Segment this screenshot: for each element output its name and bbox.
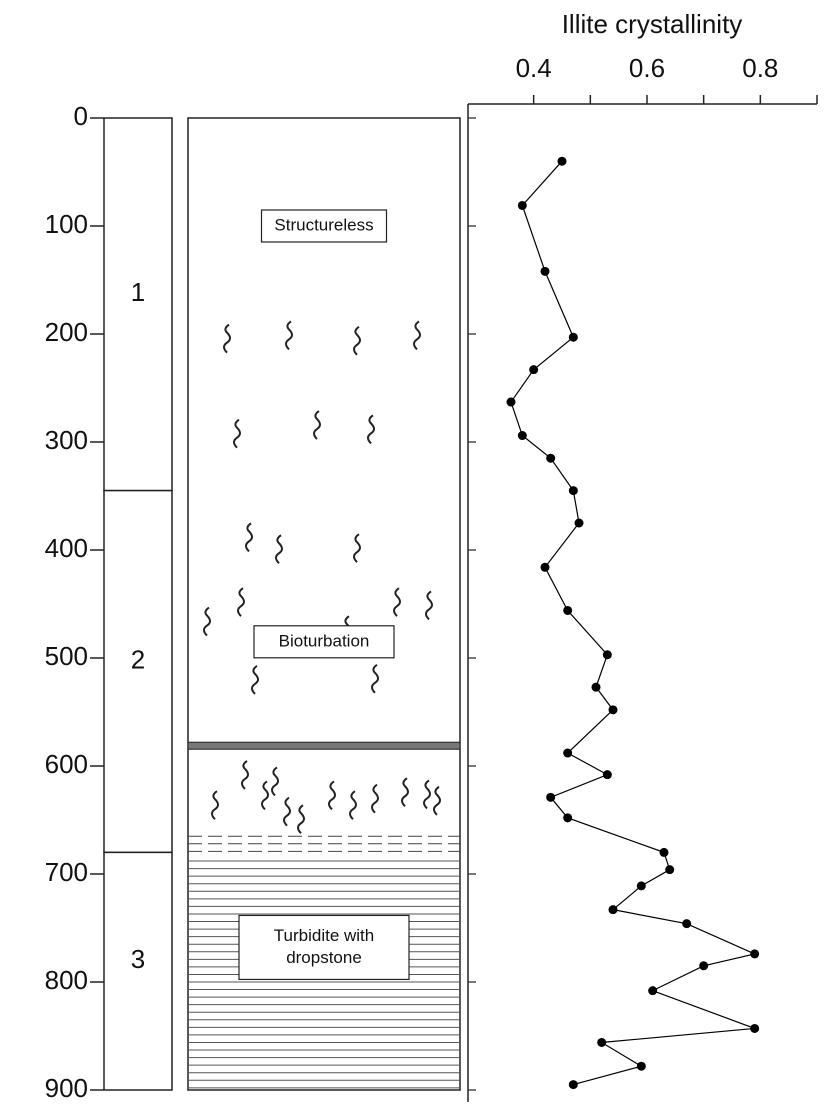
data-point [592,683,601,692]
data-point [682,919,691,928]
litho-label: Bioturbation [279,631,370,650]
chart: Illite crystallinity 0 100 200 300 400 500 600… [0,0,831,1115]
x-tick-label: 0.4 [516,53,552,83]
litho-label: Turbidite with [274,926,374,945]
data-point [597,1038,606,1047]
x-tick-label: 0.6 [629,53,665,83]
data-point [518,431,527,440]
litho-label: Structureless [274,215,373,234]
y-tick-label: 400 [45,533,88,563]
data-point [609,905,618,914]
data-point [563,813,572,822]
unit-label: 2 [131,644,145,674]
data-point [546,793,555,802]
data-point [507,398,516,407]
data-point [569,1080,578,1089]
data-point [569,333,578,342]
litho-boundary [188,742,460,749]
data-point [637,1062,646,1071]
data-point [603,770,612,779]
y-tick-label: 900 [45,1073,88,1103]
data-point [609,705,618,714]
y-tick-label: 100 [45,209,88,239]
data-point [563,749,572,758]
data-point [699,961,708,970]
chart-title: Illite crystallinity [562,9,743,39]
data-point [603,650,612,659]
y-tick-label: 300 [45,425,88,455]
unit-label: 1 [131,277,145,307]
data-line [511,161,755,1084]
data-point [518,201,527,210]
x-tick-label: 0.8 [742,53,778,83]
y-tick-label: 600 [45,749,88,779]
data-point [750,949,759,958]
data-point [541,267,550,276]
y-tick-label: 0 [74,101,88,131]
data-point [665,865,674,874]
y-tick-label: 500 [45,641,88,671]
y-tick-label: 700 [45,857,88,887]
y-tick-label: 200 [45,317,88,347]
data-point [648,986,657,995]
data-point [569,486,578,495]
litho-label: dropstone [286,948,362,967]
data-point [637,881,646,890]
data-point [575,519,584,528]
data-point [541,563,550,572]
data-point [558,157,567,166]
data-point [660,848,669,857]
data-point [563,606,572,615]
unit-label: 3 [131,944,145,974]
data-point [529,365,538,374]
data-point [750,1024,759,1033]
data-point [546,454,555,463]
y-tick-label: 800 [45,965,88,995]
